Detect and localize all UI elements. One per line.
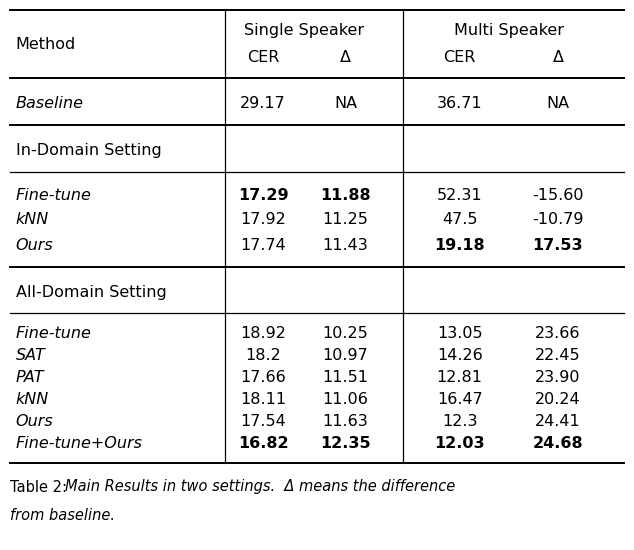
Text: kNN: kNN xyxy=(16,392,49,406)
Text: 22.45: 22.45 xyxy=(535,348,581,362)
Text: from baseline.: from baseline. xyxy=(10,508,115,522)
Text: Method: Method xyxy=(16,36,76,52)
Text: 17.54: 17.54 xyxy=(240,414,286,428)
Text: 17.29: 17.29 xyxy=(238,188,288,202)
Text: 47.5: 47.5 xyxy=(442,212,477,228)
Text: 17.92: 17.92 xyxy=(240,212,286,228)
Text: 29.17: 29.17 xyxy=(240,96,286,111)
Text: 24.68: 24.68 xyxy=(533,436,583,450)
Text: Table 2:: Table 2: xyxy=(10,480,71,494)
Text: 24.41: 24.41 xyxy=(535,414,581,428)
Text: CER: CER xyxy=(247,51,280,65)
Text: 11.63: 11.63 xyxy=(323,414,368,428)
Text: Multi Speaker: Multi Speaker xyxy=(454,23,564,37)
Text: SAT: SAT xyxy=(16,348,46,362)
Text: 12.35: 12.35 xyxy=(320,436,371,450)
Text: 17.66: 17.66 xyxy=(240,370,286,384)
Text: kNN: kNN xyxy=(16,212,49,228)
Text: Δ: Δ xyxy=(552,51,564,65)
Text: Baseline: Baseline xyxy=(16,96,84,111)
Text: 16.82: 16.82 xyxy=(238,436,288,450)
Text: 17.74: 17.74 xyxy=(240,238,286,252)
Text: 12.81: 12.81 xyxy=(437,370,482,384)
Text: 18.92: 18.92 xyxy=(240,326,286,340)
Text: 17.53: 17.53 xyxy=(533,238,583,252)
Text: 10.25: 10.25 xyxy=(323,326,368,340)
Text: 11.51: 11.51 xyxy=(323,370,368,384)
Text: Single Speaker: Single Speaker xyxy=(244,23,365,37)
Text: Ours: Ours xyxy=(16,414,54,428)
Text: 12.3: 12.3 xyxy=(442,414,477,428)
Text: 23.66: 23.66 xyxy=(535,326,581,340)
Text: Fine-tune: Fine-tune xyxy=(16,326,92,340)
Text: -15.60: -15.60 xyxy=(532,188,584,202)
Text: Fine-tune+Ours: Fine-tune+Ours xyxy=(16,436,143,450)
Text: NA: NA xyxy=(334,96,357,111)
Text: Fine-tune: Fine-tune xyxy=(16,188,92,202)
Text: 11.88: 11.88 xyxy=(320,188,371,202)
Text: 13.05: 13.05 xyxy=(437,326,482,340)
Text: 11.06: 11.06 xyxy=(323,392,368,406)
Text: Main Results in two settings.  Δ means the difference: Main Results in two settings. Δ means th… xyxy=(65,480,455,494)
Text: Δ: Δ xyxy=(340,51,351,65)
Text: 14.26: 14.26 xyxy=(437,348,482,362)
Text: NA: NA xyxy=(547,96,569,111)
Text: 10.97: 10.97 xyxy=(323,348,368,362)
Text: 18.11: 18.11 xyxy=(240,392,286,406)
Text: 36.71: 36.71 xyxy=(437,96,482,111)
Text: 18.2: 18.2 xyxy=(245,348,281,362)
Text: 12.03: 12.03 xyxy=(434,436,485,450)
Text: 11.25: 11.25 xyxy=(323,212,368,228)
Text: 19.18: 19.18 xyxy=(434,238,485,252)
Text: 52.31: 52.31 xyxy=(437,188,482,202)
Text: 23.90: 23.90 xyxy=(535,370,581,384)
Text: 16.47: 16.47 xyxy=(437,392,482,406)
Text: -10.79: -10.79 xyxy=(532,212,584,228)
Text: CER: CER xyxy=(443,51,476,65)
Text: 20.24: 20.24 xyxy=(535,392,581,406)
Text: Ours: Ours xyxy=(16,238,54,252)
Text: PAT: PAT xyxy=(16,370,44,384)
Text: 11.43: 11.43 xyxy=(323,238,368,252)
Text: In-Domain Setting: In-Domain Setting xyxy=(16,142,162,157)
Text: All-Domain Setting: All-Domain Setting xyxy=(16,284,167,300)
